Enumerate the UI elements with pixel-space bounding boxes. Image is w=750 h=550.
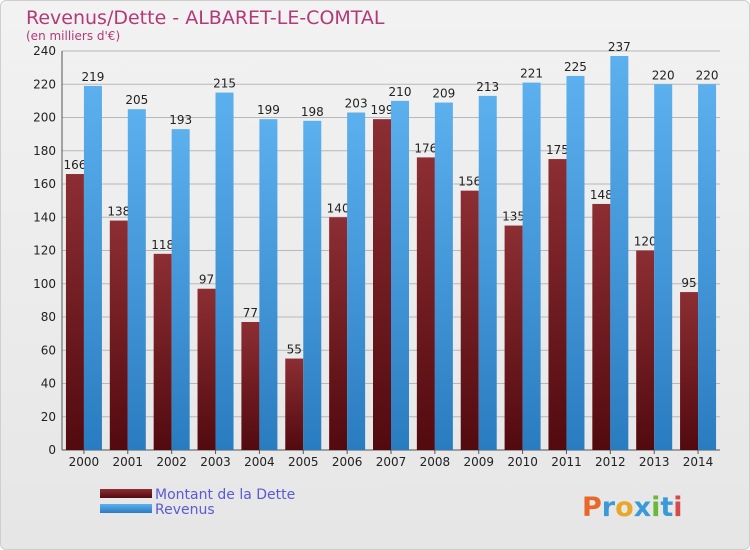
x-tick-label: 2001 bbox=[113, 455, 144, 469]
bar-debt bbox=[241, 321, 260, 450]
bar-revenus bbox=[127, 109, 146, 450]
data-label-debt: 138 bbox=[107, 205, 130, 219]
bar-revenus bbox=[478, 95, 497, 450]
bar-revenus bbox=[303, 120, 322, 450]
bar-debt bbox=[548, 159, 567, 450]
x-tick-label: 2010 bbox=[507, 455, 538, 469]
legend-label-revenus: Revenus bbox=[155, 502, 215, 518]
bar-debt bbox=[636, 250, 655, 450]
data-label-debt: 118 bbox=[151, 238, 174, 252]
data-label-debt: 140 bbox=[327, 201, 350, 215]
bar-revenus bbox=[215, 92, 234, 450]
y-tick-label: 240 bbox=[33, 44, 56, 58]
x-tick-label: 2013 bbox=[639, 455, 670, 469]
data-label-revenus: 225 bbox=[564, 60, 587, 74]
data-label-revenus: 203 bbox=[345, 97, 368, 111]
data-label-revenus: 213 bbox=[476, 80, 499, 94]
data-label-revenus: 210 bbox=[389, 85, 412, 99]
x-tick-label: 2002 bbox=[156, 455, 187, 469]
data-label-debt: 148 bbox=[590, 188, 613, 202]
plot-area: 0 20 40 60 80 100 120 140 160 180 200 220 240 166 219 2… bbox=[33, 40, 720, 469]
x-tick-label: 2000 bbox=[69, 455, 100, 469]
bar-debt bbox=[373, 119, 391, 450]
y-tick-label: 200 bbox=[33, 111, 56, 125]
x-tick-label: 2011 bbox=[551, 455, 582, 469]
bar-debt bbox=[65, 174, 84, 450]
data-label-debt: 95 bbox=[681, 276, 696, 290]
x-tick-label: 2008 bbox=[420, 455, 451, 469]
data-label-debt: 135 bbox=[502, 210, 525, 224]
data-label-debt: 166 bbox=[63, 158, 86, 172]
chart-title: Revenus/Dette - ALBARET-LE-COMTAL bbox=[26, 7, 385, 29]
data-label-revenus: 199 bbox=[257, 103, 280, 117]
bar-revenus bbox=[522, 82, 541, 451]
data-label-revenus: 220 bbox=[652, 68, 675, 82]
bar-debt bbox=[197, 288, 216, 450]
bar-revenus bbox=[391, 100, 409, 450]
logo-text: Proxiti bbox=[582, 492, 683, 523]
x-tick-label: 2014 bbox=[683, 455, 714, 469]
x-tick-label: 2004 bbox=[244, 455, 275, 469]
y-tick-label: 220 bbox=[33, 77, 56, 91]
data-label-debt: 120 bbox=[634, 235, 657, 249]
data-label-revenus: 215 bbox=[213, 77, 236, 91]
data-label-debt: 77 bbox=[243, 306, 258, 320]
data-label-revenus: 193 bbox=[169, 113, 192, 127]
data-label-revenus: 205 bbox=[125, 93, 148, 107]
y-tick-label: 40 bbox=[41, 377, 56, 391]
x-tick-label: 2005 bbox=[288, 455, 319, 469]
bar-debt bbox=[109, 220, 128, 450]
bar-debt bbox=[329, 217, 348, 450]
bar-debt bbox=[504, 225, 523, 450]
bar-revenus bbox=[566, 75, 585, 450]
bar-revenus bbox=[610, 55, 629, 451]
x-tick-label: 2009 bbox=[463, 455, 494, 469]
x-tick-label: 2006 bbox=[332, 455, 363, 469]
data-label-revenus: 221 bbox=[520, 67, 543, 81]
y-tick-label: 60 bbox=[41, 343, 56, 357]
bar-revenus bbox=[83, 85, 102, 450]
data-label-debt: 176 bbox=[414, 141, 437, 155]
bar-debt bbox=[153, 253, 172, 450]
bar-debt bbox=[416, 157, 435, 450]
bar-revenus bbox=[171, 129, 190, 450]
bar-revenus bbox=[654, 84, 673, 450]
bar-debt bbox=[285, 358, 304, 450]
data-label-debt: 55 bbox=[287, 343, 302, 357]
data-label-debt: 97 bbox=[199, 273, 214, 287]
y-tick-label: 100 bbox=[33, 277, 56, 291]
data-label-revenus: 198 bbox=[301, 105, 324, 119]
bar-revenus bbox=[434, 102, 453, 450]
legend-swatch-revenus bbox=[100, 504, 152, 513]
y-tick-label: 140 bbox=[33, 210, 56, 224]
bar-revenus bbox=[698, 84, 717, 450]
data-label-revenus: 237 bbox=[608, 40, 631, 54]
data-label-revenus: 219 bbox=[81, 70, 104, 84]
data-label-debt: 156 bbox=[458, 175, 481, 189]
proxiti-logo: Proxiti bbox=[582, 492, 683, 523]
y-tick-label: 0 bbox=[48, 443, 56, 457]
x-tick-label: 2007 bbox=[376, 455, 407, 469]
y-tick-label: 20 bbox=[41, 410, 56, 424]
bar-debt bbox=[460, 190, 479, 450]
bar-debt bbox=[592, 203, 611, 450]
y-tick-label: 160 bbox=[33, 177, 56, 191]
data-label-revenus: 209 bbox=[432, 87, 455, 101]
data-label-debt: 199 bbox=[371, 103, 394, 117]
y-tick-label: 80 bbox=[41, 310, 56, 324]
bar-revenus bbox=[347, 112, 366, 450]
legend-swatch-debt bbox=[100, 489, 152, 498]
bar-debt bbox=[680, 292, 699, 450]
data-label-revenus: 220 bbox=[696, 68, 719, 82]
bar-revenus bbox=[259, 119, 278, 450]
legend-label-debt: Montant de la Dette bbox=[155, 487, 295, 503]
y-tick-label: 180 bbox=[33, 144, 56, 158]
data-label-debt: 175 bbox=[546, 143, 569, 157]
x-tick-label: 2003 bbox=[200, 455, 231, 469]
y-tick-label: 120 bbox=[33, 244, 56, 258]
chart-subtitle: (en milliers d'€) bbox=[26, 29, 120, 43]
x-tick-label: 2012 bbox=[595, 455, 626, 469]
